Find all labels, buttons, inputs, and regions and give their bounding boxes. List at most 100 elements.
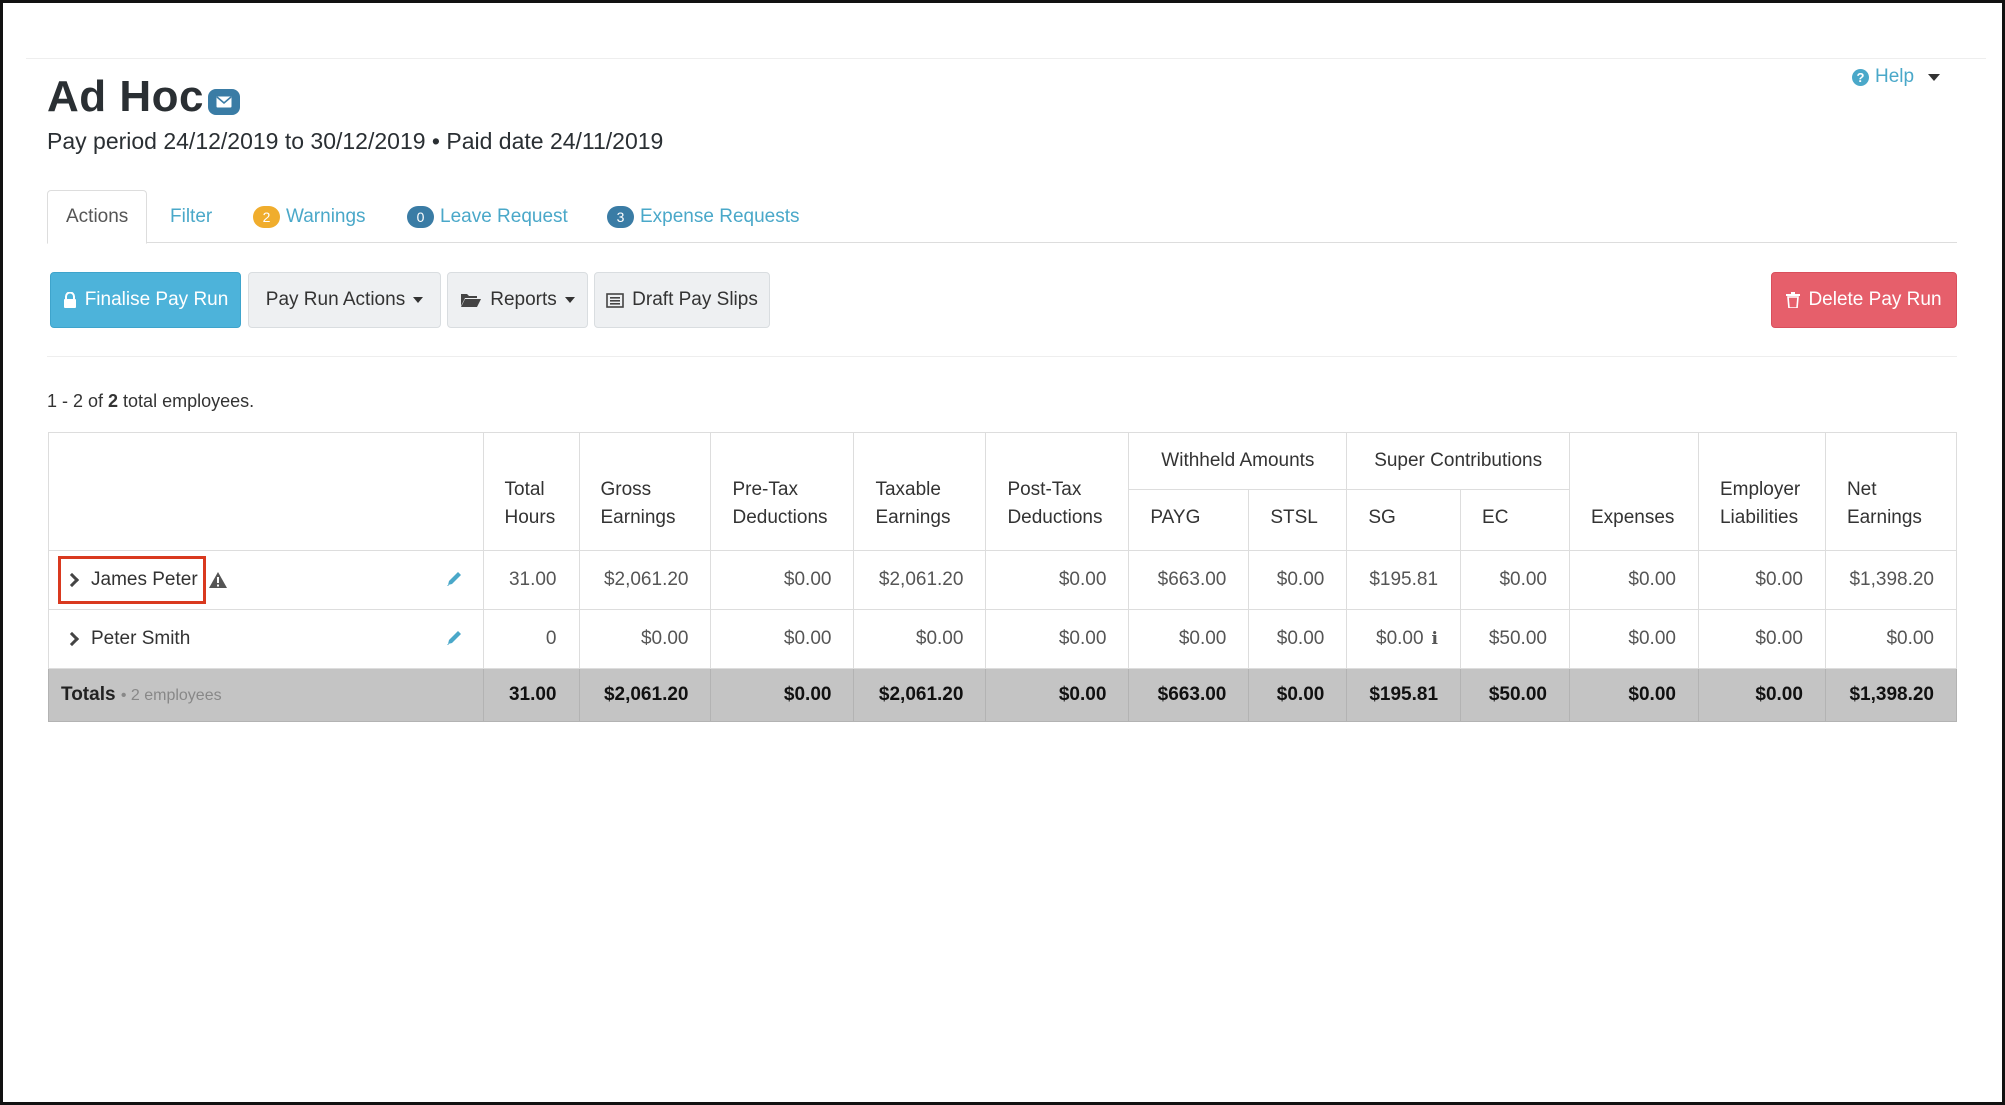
employer-cell: $0.00 <box>1697 609 1826 669</box>
tab-label: Warnings <box>286 205 366 227</box>
warning-icon[interactable] <box>208 571 228 589</box>
header-super-contributions: Super Contributions <box>1346 432 1570 490</box>
pay-run-table: Total Hours Gross Earnings Pre-Tax Deductio… <box>48 432 1958 722</box>
header-payg[interactable]: PAYG <box>1128 489 1250 551</box>
tab-label: Filter <box>170 205 213 227</box>
header-taxable-earnings[interactable]: Taxable Earnings <box>853 432 987 551</box>
posttax-cell: $0.00 <box>985 609 1130 669</box>
draft-pay-slips-label: Draft Pay Slips <box>632 289 758 310</box>
email-icon[interactable] <box>208 89 240 115</box>
selection-highlight <box>58 556 206 604</box>
total-ec-cell: $50.00 <box>1460 668 1570 722</box>
pencil-icon[interactable] <box>445 570 463 588</box>
header-net-earnings[interactable]: Net Earnings <box>1824 432 1958 551</box>
total-gross-cell: $2,061.20 <box>578 668 712 722</box>
tab-filter[interactable]: Filter <box>152 190 230 243</box>
header-posttax-deductions[interactable]: Post-Tax Deductions <box>985 432 1130 551</box>
hours-cell: 31.00 <box>482 550 580 610</box>
sg-cell: $195.81 <box>1346 550 1462 610</box>
expense-count-badge: 3 <box>607 205 634 228</box>
caret-down-icon <box>564 297 575 303</box>
caret-down-icon <box>413 297 424 303</box>
total-hours-cell: 31.00 <box>482 668 580 722</box>
gross-cell: $0.00 <box>578 609 712 669</box>
total-posttax-cell: $0.00 <box>985 668 1130 722</box>
payg-cell: $0.00 <box>1128 609 1250 669</box>
tab-warnings[interactable]: 2 Warnings <box>235 190 384 243</box>
chevron-right-icon[interactable] <box>64 631 80 647</box>
total-pretax-cell: $0.00 <box>710 668 855 722</box>
pretax-cell: $0.00 <box>710 550 855 610</box>
stsl-cell: $0.00 <box>1248 609 1348 669</box>
tab-leave-request[interactable]: 0 Leave Request <box>389 190 586 243</box>
header-stsl[interactable]: STSL <box>1248 489 1348 551</box>
warnings-count-badge: 2 <box>253 205 280 228</box>
tab-label: Expense Requests <box>640 205 800 227</box>
employee-cell: Peter Smith <box>48 609 484 669</box>
hours-cell: 0 <box>482 609 580 669</box>
total-payg-cell: $663.00 <box>1128 668 1250 722</box>
employee-count-summary: 1 - 2 of 2 total employees. <box>47 391 255 411</box>
total-net-cell: $1,398.20 <box>1824 668 1958 722</box>
ec-cell: $50.00 <box>1460 609 1570 669</box>
posttax-cell: $0.00 <box>985 550 1130 610</box>
reports-label: Reports <box>490 289 557 310</box>
delete-pay-run-button[interactable]: Delete Pay Run <box>1771 272 1957 328</box>
employee-name-link[interactable]: Peter Smith <box>91 628 191 649</box>
tab-bar: Actions Filter 2 Warnings 0 Leave Reques… <box>47 190 1957 244</box>
tab-expense-requests[interactable]: 3 Expense Requests <box>589 190 818 243</box>
tab-actions[interactable]: Actions <box>47 190 148 244</box>
gross-cell: $2,061.20 <box>578 550 712 610</box>
stsl-cell: $0.00 <box>1248 550 1348 610</box>
net-cell: $1,398.20 <box>1824 550 1958 610</box>
table-row: Peter Smith 0 $0.00 $0.00 $0.00 $0.00 $0… <box>48 609 1958 669</box>
finalise-label: Finalise Pay Run <box>84 289 229 310</box>
header-ec[interactable]: EC <box>1460 489 1570 551</box>
help-dropdown[interactable]: ? Help <box>1852 66 1941 88</box>
header-pretax-deductions[interactable]: Pre-Tax Deductions <box>710 432 855 551</box>
pretax-cell: $0.00 <box>710 609 855 669</box>
pay-run-actions-label: Pay Run Actions <box>265 289 406 310</box>
help-label: Help <box>1875 66 1915 87</box>
taxable-cell: $2,061.20 <box>853 550 987 610</box>
expenses-cell: $0.00 <box>1568 550 1699 610</box>
employer-cell: $0.00 <box>1697 550 1826 610</box>
header-employer-liabilities[interactable]: Employer Liabilities <box>1697 432 1826 551</box>
payg-cell: $663.00 <box>1128 550 1250 610</box>
sg-cell: $0.00 i <box>1346 609 1462 669</box>
table-row: James Peter 31.00 $2,061.20 $0.00 $2,061… <box>48 550 1958 610</box>
finalise-pay-run-button[interactable]: Finalise Pay Run <box>50 272 241 328</box>
header-gross-earnings[interactable]: Gross Earnings <box>578 432 712 551</box>
header-withheld-amounts: Withheld Amounts <box>1128 432 1348 490</box>
top-divider <box>26 58 1986 59</box>
header-expenses[interactable]: Expenses <box>1568 432 1699 551</box>
delete-label: Delete Pay Run <box>1808 289 1942 310</box>
trash-icon <box>1786 292 1801 308</box>
pencil-icon[interactable] <box>445 629 463 647</box>
employee-name-link[interactable]: James Peter <box>91 569 198 590</box>
total-sg-cell: $195.81 <box>1346 668 1462 722</box>
draft-pay-slips-button[interactable]: Draft Pay Slips <box>594 272 770 328</box>
leave-count-badge: 0 <box>407 205 434 228</box>
header-total-hours[interactable]: Total Hours <box>482 432 580 551</box>
caret-down-icon <box>1928 73 1941 81</box>
total-employer-cell: $0.00 <box>1697 668 1826 722</box>
info-icon[interactable]: i <box>1431 629 1439 649</box>
lock-icon <box>63 292 76 308</box>
reports-button[interactable]: Reports <box>447 272 588 328</box>
question-circle-icon: ? <box>1852 68 1869 86</box>
expenses-cell: $0.00 <box>1568 609 1699 669</box>
list-alt-icon <box>606 292 624 308</box>
folder-open-icon <box>461 294 482 307</box>
employee-cell: James Peter <box>48 550 484 610</box>
tab-label: Leave Request <box>440 205 568 227</box>
total-taxable-cell: $2,061.20 <box>853 668 987 722</box>
ec-cell: $0.00 <box>1460 550 1570 610</box>
header-sg[interactable]: SG <box>1346 489 1462 551</box>
pay-period-subtitle: Pay period 24/12/2019 to 30/12/2019 • Pa… <box>47 128 664 154</box>
totals-label-cell: Totals • 2 employees <box>48 668 484 722</box>
toolbar-divider <box>47 356 1957 357</box>
pay-run-actions-button[interactable]: Pay Run Actions <box>248 272 441 328</box>
tab-label: Actions <box>66 206 129 227</box>
